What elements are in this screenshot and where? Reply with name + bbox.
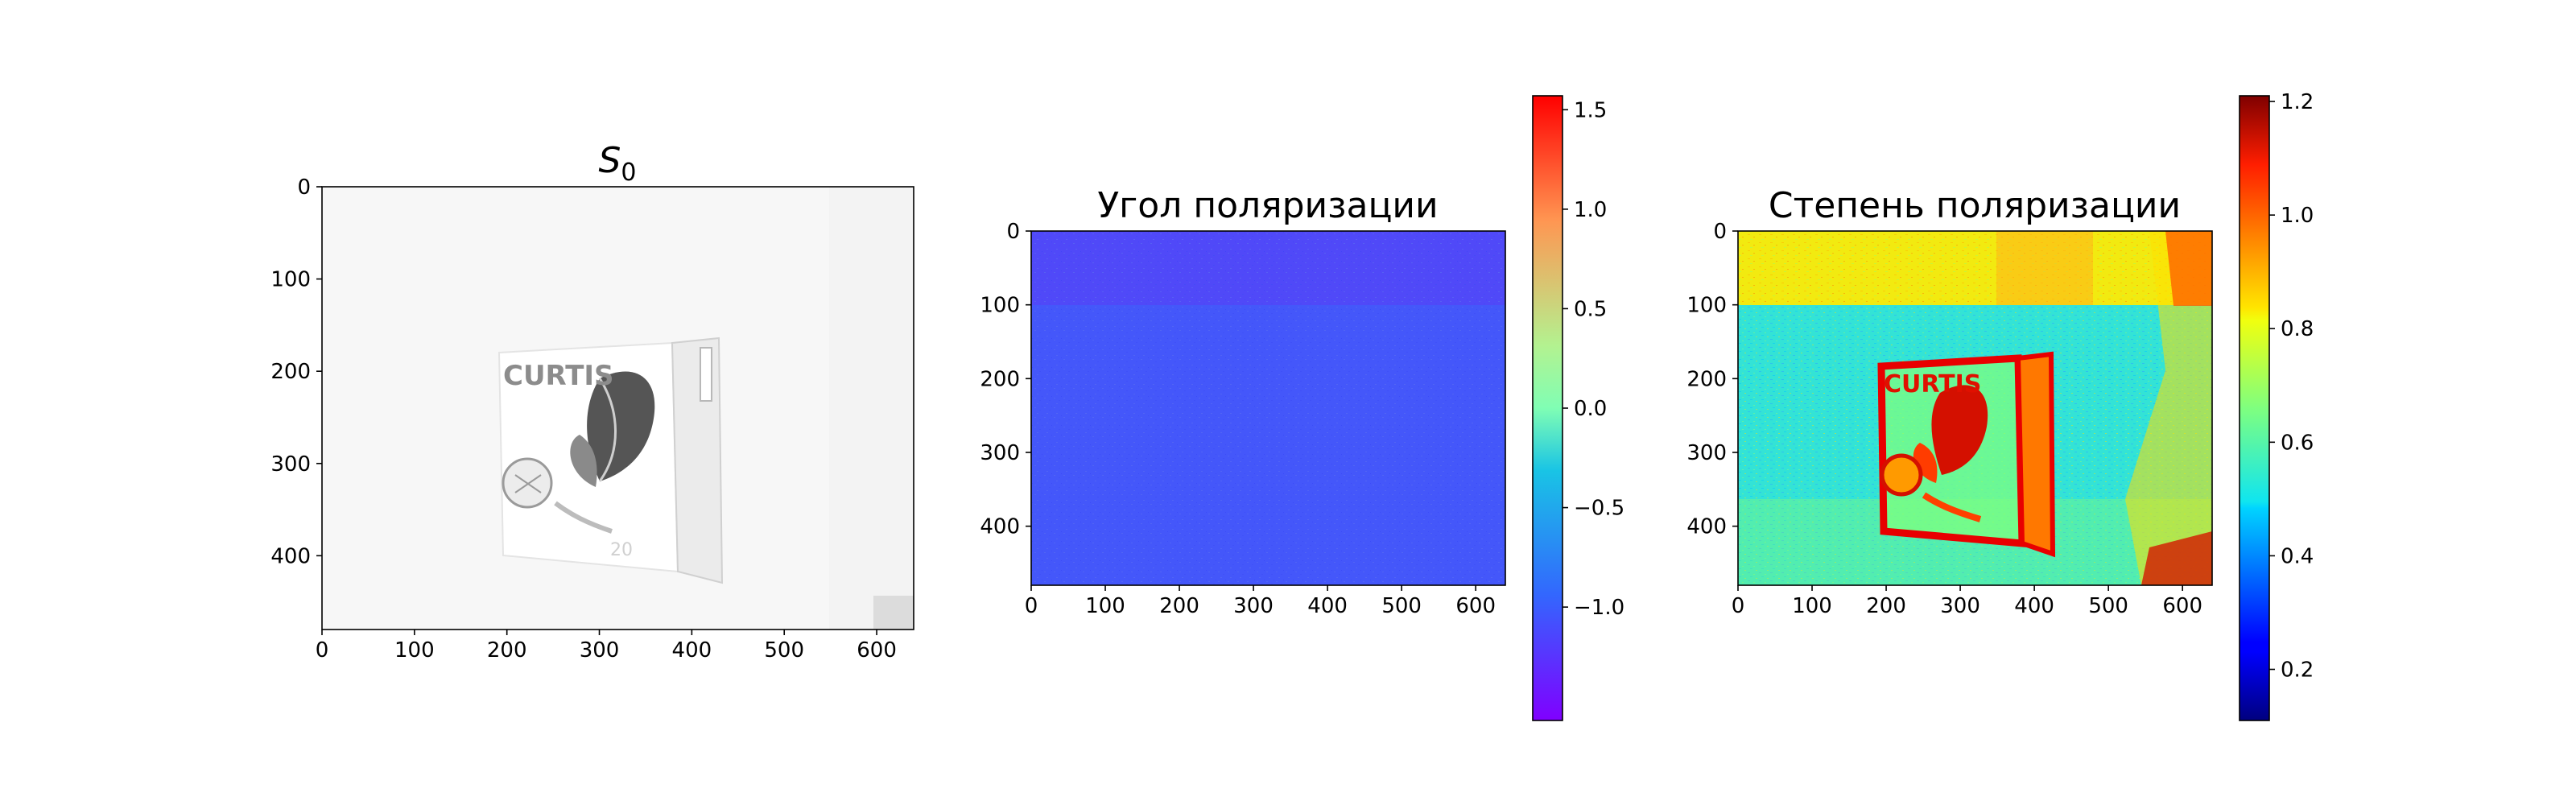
angle-ytick-label-200: 200 <box>980 367 1020 391</box>
s0-box-logo: CURTIS <box>503 360 614 392</box>
angle-xtick-label-600: 600 <box>1455 594 1496 618</box>
s0-ytick-label-100: 100 <box>270 268 311 292</box>
degree-cbar-label-2: 0.8 <box>2281 317 2314 341</box>
angle-cbar-label-0: 1.5 <box>1574 98 1607 122</box>
s0-xtick-label-400: 400 <box>672 638 712 663</box>
degree-cbar-label-5: 0.2 <box>2281 658 2314 683</box>
s0-xtick-label-0: 0 <box>316 638 329 663</box>
angle-xtick-label-300: 300 <box>1233 594 1274 618</box>
panel-angle: Угол поляризации 0 100 200 300 400 500 600 0 100… <box>980 95 1624 721</box>
degree-xtick-label-300: 300 <box>1940 594 1980 618</box>
degree-axes: 0 100 200 300 400 500 600 0 100 200 300 400 <box>1686 220 2202 618</box>
panel-degree: CURTIS Степень поляризации 0 100 200 300 400… <box>1686 90 2314 721</box>
angle-cbar-label-1: 1.0 <box>1574 198 1607 222</box>
s0-box: CURTIS 20 <box>497 336 724 584</box>
degree-xtick-label-200: 200 <box>1866 594 1906 618</box>
s0-ytick-label-300: 300 <box>270 452 311 477</box>
s0-axes: 0 100 200 300 400 500 600 0 100 200 300 400 <box>270 175 897 663</box>
angle-xtick-label-200: 200 <box>1159 594 1199 618</box>
angle-cbar-label-5: −1.0 <box>1574 596 1624 620</box>
s0-image: CURTIS 20 <box>322 187 914 630</box>
degree-xtick-label-500: 500 <box>2088 594 2128 618</box>
s0-box-number: 20 <box>610 540 633 560</box>
angle-ytick-label-100: 100 <box>980 294 1020 318</box>
angle-title: Угол поляризации <box>1097 185 1438 226</box>
angle-axes: 0 100 200 300 400 500 600 0 100 200 300 400 <box>980 220 1496 618</box>
degree-colorbar: 1.2 1.0 0.8 0.6 0.4 0.2 <box>2239 90 2314 721</box>
degree-frame <box>1737 230 2213 586</box>
angle-xtick-label-400: 400 <box>1307 594 1348 618</box>
degree-cbar-label-0: 1.2 <box>2281 90 2314 114</box>
degree-xtick-label-0: 0 <box>1732 594 1745 618</box>
s0-xtick-label-200: 200 <box>487 638 527 663</box>
angle-xtick-label-100: 100 <box>1085 594 1125 618</box>
s0-title: S0 <box>598 140 636 187</box>
s0-xtick-label-500: 500 <box>764 638 804 663</box>
angle-image <box>1031 231 1505 585</box>
angle-xtick-label-500: 500 <box>1381 594 1422 618</box>
degree-ytick-label-100: 100 <box>1686 294 1727 318</box>
s0-ytick-label-400: 400 <box>270 544 311 568</box>
angle-cbar-label-2: 0.5 <box>1574 297 1607 321</box>
angle-frame <box>1030 230 1506 586</box>
panel-s0: CURTIS 20 S0 0 100 200 300 400 500 60001002003… <box>270 140 914 663</box>
angle-xtick-label-0: 0 <box>1025 594 1038 618</box>
angle-colorbar-ticks: 1.5 1.0 0.5 0.0 −0.5 −1.0 <box>1563 98 1624 620</box>
degree-xtick-label-400: 400 <box>2014 594 2054 618</box>
svg-text:S0: S0 <box>598 140 636 187</box>
degree-colorbar-ticks: 1.2 1.0 0.8 0.6 0.4 0.2 <box>2269 90 2314 683</box>
s0-ytick-label-0: 0 <box>297 175 311 200</box>
degree-ytick-label-400: 400 <box>1686 515 1727 539</box>
s0-title-main: S <box>598 140 621 181</box>
degree-cbar-label-1: 1.0 <box>2281 204 2314 228</box>
degree-title: Степень поляризации <box>1769 185 2181 226</box>
s0-ytick-label-200: 200 <box>270 360 311 384</box>
s0-frame <box>321 186 914 630</box>
angle-ytick-label-400: 400 <box>980 515 1020 539</box>
degree-image: CURTIS <box>1738 231 2212 585</box>
degree-ytick-label-300: 300 <box>1686 441 1727 465</box>
degree-ytick-label-0: 0 <box>1713 220 1727 244</box>
s0-xtick-label-600: 600 <box>857 638 897 663</box>
angle-ytick-label-300: 300 <box>980 441 1020 465</box>
angle-cbar-label-4: −0.5 <box>1574 497 1624 521</box>
angle-colorbar: 1.5 1.0 0.5 0.0 −0.5 −1.0 <box>1532 95 1624 721</box>
degree-cbar-label-3: 0.6 <box>2281 431 2314 455</box>
angle-ytick-label-0: 0 <box>1006 220 1020 244</box>
s0-xtick-label-100: 100 <box>394 638 435 663</box>
angle-cbar-label-3: 0.0 <box>1574 397 1607 421</box>
degree-cbar-label-4: 0.4 <box>2281 544 2314 568</box>
degree-xtick-label-600: 600 <box>2162 594 2202 618</box>
s0-title-sub: 0 <box>621 159 636 187</box>
degree-box-logo: CURTIS <box>1884 370 1981 398</box>
degree-ytick-label-200: 200 <box>1686 367 1727 391</box>
s0-xtick-label-300: 300 <box>580 638 620 663</box>
degree-xtick-label-100: 100 <box>1792 594 1832 618</box>
degree-box: CURTIS <box>1877 351 2056 558</box>
